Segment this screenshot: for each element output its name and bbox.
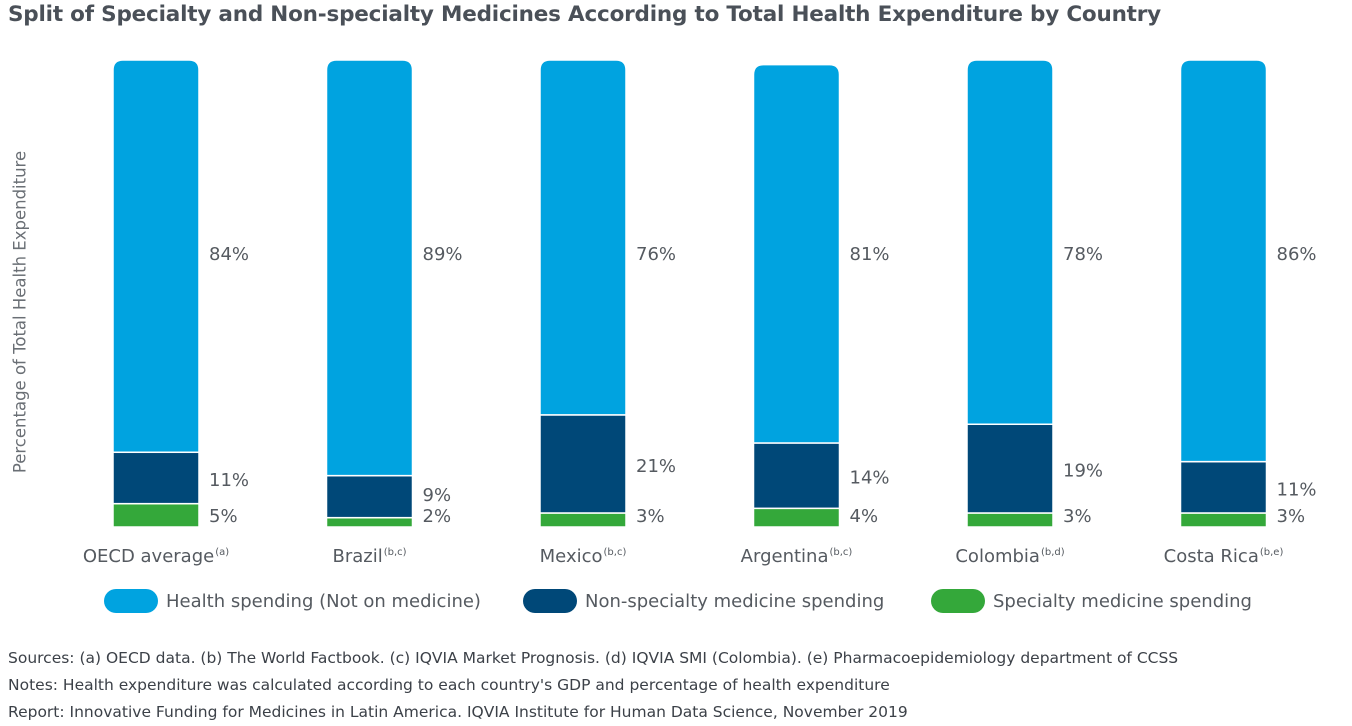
data-label: 81% (850, 244, 890, 265)
data-label: 86% (1277, 244, 1317, 265)
bar-segment (752, 442, 841, 510)
bar-segment (752, 63, 841, 444)
category-note: (a) (215, 547, 230, 558)
data-label: 84% (209, 244, 249, 265)
bar-segment (325, 474, 414, 519)
legend-swatch (523, 589, 577, 613)
data-label: 3% (1277, 506, 1306, 527)
bar-segment (966, 59, 1054, 426)
category-name: Colombia (955, 546, 1040, 567)
data-label: 2% (423, 506, 452, 527)
category-label: Brazil(b,c) (260, 546, 480, 567)
data-label: 5% (209, 506, 238, 527)
data-label: 3% (636, 506, 665, 527)
stacked-bar-chart: 5% 11% 84% 2%9% 89% 3% 21% 76% 4% 14% 81% 3% 19% 78% 3… (112, 59, 1317, 528)
chart-title: Split of Specialty and Non-specialty Med… (8, 2, 1161, 27)
legend-swatch (931, 589, 985, 613)
data-label: 11% (209, 470, 249, 491)
bar-segment (325, 59, 414, 477)
data-label: 19% (1063, 461, 1103, 482)
bar-segment (539, 414, 627, 514)
category-label: Colombia(b,d) (900, 546, 1120, 567)
bar-segment (966, 512, 1054, 528)
data-label: 4% (850, 506, 879, 527)
data-label: 9% (423, 485, 452, 506)
category-name: Mexico (539, 546, 603, 567)
legend-item: Non-specialty medicine spending (523, 589, 884, 613)
legend-label: Specialty medicine spending (993, 590, 1252, 612)
y-axis-label: Percentage of Total Health Expenditure (10, 150, 30, 474)
footer-notes: Sources: (a) OECD data. (b) The World Fa… (8, 645, 1178, 726)
bar-segment (325, 516, 414, 528)
category-label: Costa Rica(b,e) (1114, 546, 1334, 567)
legend: Health spending (Not on medicine) Non-spe… (0, 589, 1352, 621)
bar-segment (539, 512, 627, 528)
notes-text: Notes: Health expenditure was calculated… (8, 676, 890, 694)
bar-segment (112, 59, 200, 454)
sources-text: Sources: (a) OECD data. (b) The World Fa… (8, 649, 1179, 667)
data-label: 11% (1277, 479, 1317, 500)
category-note: (b,c) (603, 547, 627, 558)
category-label: Argentina(b,c) (687, 546, 907, 567)
bar-segment (752, 507, 841, 528)
category-note: (b,c) (383, 547, 407, 558)
report-text: Report: Innovative Funding for Medicines… (8, 703, 908, 721)
legend-label: Health spending (Not on medicine) (166, 590, 481, 612)
data-label: 78% (1063, 244, 1103, 265)
legend-label: Non-specialty medicine spending (585, 590, 885, 612)
category-label: OECD average(a) (46, 546, 266, 567)
bar-segment (966, 423, 1054, 514)
data-label: 3% (1063, 506, 1092, 527)
category-note: (b,c) (829, 547, 853, 558)
legend-item: Health spending (Not on medicine) (104, 589, 481, 613)
bar-segment (539, 59, 627, 416)
data-label: 21% (636, 456, 676, 477)
legend-swatch (104, 589, 158, 613)
bar-segment (112, 502, 200, 528)
data-label: 89% (423, 244, 463, 265)
category-label: Mexico(b,c) (473, 546, 693, 567)
legend-item: Specialty medicine spending (931, 589, 1252, 613)
category-note: (b,d) (1040, 547, 1065, 558)
category-note: (b,e) (1259, 547, 1284, 558)
data-label: 76% (636, 244, 676, 265)
bar-segment (1179, 512, 1268, 528)
data-label: 14% (850, 468, 890, 489)
category-name: Brazil (332, 546, 383, 567)
category-name: OECD average (82, 546, 215, 567)
category-name: Argentina (740, 546, 829, 567)
bar-segment (1179, 460, 1268, 514)
bar-segment (112, 451, 200, 505)
category-name: Costa Rica (1163, 546, 1259, 567)
bar-segment (1179, 59, 1268, 463)
